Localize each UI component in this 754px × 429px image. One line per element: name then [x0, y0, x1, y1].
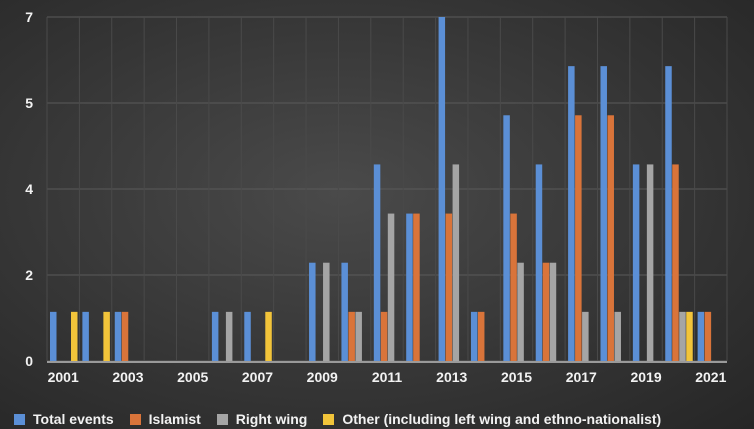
bar-total-2012: [406, 213, 413, 361]
x-tick-label: 2011: [372, 369, 403, 385]
legend-label: Other (including left wing and ethno-nat…: [342, 411, 662, 427]
bar-right-2019: [646, 164, 654, 361]
bar-other-2001: [71, 311, 78, 361]
bar-total-2020: [665, 66, 672, 362]
bar-right-2018: [614, 311, 621, 361]
x-tick-label: 2003: [112, 369, 143, 385]
bar-total-2011: [373, 164, 381, 361]
y-tick-label: 5: [25, 95, 33, 111]
bar-islamist-2010: [348, 311, 355, 361]
bar-right-2016: [549, 262, 557, 361]
x-tick-label: 2013: [436, 369, 467, 385]
bar-islamist-2016: [542, 262, 550, 361]
bar-total-2009: [309, 262, 316, 361]
y-tick-label: 4: [25, 181, 33, 197]
bar-total-2016: [535, 164, 543, 361]
bar-right-2020: [679, 311, 686, 361]
bar-other-2002: [103, 311, 110, 361]
y-tick-label: 2: [25, 267, 33, 283]
legend-label: Total events: [33, 411, 114, 427]
x-tick-label: 2007: [242, 369, 273, 385]
bar-islamist-2014: [477, 311, 485, 361]
legend-item: Total events: [14, 411, 114, 427]
bar-islamist-2017: [575, 115, 582, 362]
legend-item: Right wing: [216, 411, 308, 427]
bar-total-2019: [632, 164, 640, 361]
x-tick-label: 2015: [501, 369, 532, 385]
bar-islamist-2013: [445, 213, 453, 361]
x-tick-label: 2019: [630, 369, 661, 385]
bar-right-2017: [582, 311, 589, 361]
legend-label: Right wing: [235, 411, 308, 427]
legend-swatch: [216, 413, 228, 425]
bar-other-2007: [265, 311, 272, 361]
x-tick-label: 2009: [307, 369, 338, 385]
bar-total-2013: [438, 17, 446, 361]
bar-islamist-2015: [510, 213, 517, 361]
bar-islamist-2011: [380, 311, 388, 361]
bar-islamist-2003: [121, 311, 129, 361]
bar-right-2015: [517, 262, 524, 361]
bar-other-2020: [686, 311, 693, 361]
bar-total-2007: [244, 311, 251, 361]
legend-item: Other (including left wing and ethno-nat…: [323, 411, 661, 427]
legend-item: Islamist: [129, 411, 201, 427]
bar-right-2013: [452, 164, 460, 361]
bar-right-2009: [323, 262, 330, 361]
x-tick-label: 2001: [48, 369, 79, 385]
bar-total-2001: [50, 311, 57, 361]
y-axis-labels: 0 2 4 5 7: [25, 9, 33, 369]
x-tick-label: 2017: [566, 369, 597, 385]
bar-total-2018: [600, 66, 607, 362]
bar-total-2014: [470, 311, 478, 361]
x-axis-labels: 2001 2003 2005 2007 2009 2011 2013 2015 2017 2019…: [48, 369, 727, 385]
bar-right-2006: [225, 311, 233, 361]
bar-islamist-2012: [413, 213, 420, 361]
bar-total-2006: [211, 311, 219, 361]
bar-right-2010: [355, 311, 362, 361]
y-tick-label: 0: [25, 353, 33, 369]
bar-islamist-2018: [607, 115, 614, 362]
bar-total-2015: [503, 115, 510, 362]
legend-label: Islamist: [148, 411, 201, 427]
legend: Total events Islamist Right wing Other (inc…: [14, 411, 661, 427]
legend-swatch: [129, 413, 141, 425]
x-tick-label: 2021: [695, 369, 726, 385]
bar-right-2011: [387, 213, 395, 361]
legend-swatch: [323, 413, 335, 425]
bars: [50, 17, 712, 362]
bar-total-2017: [568, 66, 575, 362]
y-tick-label: 7: [25, 9, 33, 25]
bar-islamist-2020: [672, 164, 679, 361]
bar-islamist-2021: [704, 311, 712, 361]
bar-total-2021: [697, 311, 705, 361]
x-tick-label: 2005: [177, 369, 208, 385]
bar-total-2010: [341, 262, 348, 361]
bar-total-2002: [82, 311, 89, 361]
legend-swatch: [14, 413, 25, 425]
bar-total-2003: [114, 311, 122, 361]
gridlines: [46, 16, 728, 363]
